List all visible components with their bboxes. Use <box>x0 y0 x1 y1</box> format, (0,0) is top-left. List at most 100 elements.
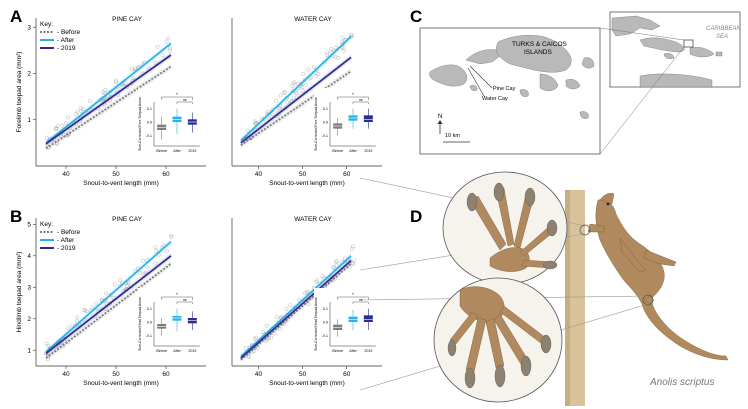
x-axis-label: Snout-to-vent length (mm) <box>269 180 345 187</box>
x-tick-label: 60 <box>343 371 351 378</box>
data-point <box>103 291 108 296</box>
data-point <box>336 55 341 60</box>
data-point <box>142 271 147 276</box>
inset-x-tick-label: Before <box>156 349 167 353</box>
data-point <box>101 299 106 303</box>
panel-letter-c: C <box>410 7 422 26</box>
data-point <box>44 341 49 346</box>
data-point <box>284 307 289 312</box>
data-point <box>291 81 296 86</box>
hindfoot-closeup <box>433 277 563 403</box>
sig-ns: ns <box>183 98 187 102</box>
series-line-0 <box>45 65 172 150</box>
data-point <box>300 88 305 93</box>
data-point <box>302 291 307 296</box>
map-title-line2: ISLANDS <box>524 49 552 56</box>
inset-x-tick-label: Before <box>332 149 343 153</box>
y-tick-label: 5 <box>27 221 31 228</box>
inset-y-tick-label: -0.1 <box>321 334 328 338</box>
legend-a: Key: - Before- After- 2019 <box>40 21 81 52</box>
series-line-2 <box>240 259 352 359</box>
chart-title: PINE CAY <box>112 16 143 23</box>
data-point <box>75 319 80 324</box>
data-point <box>316 72 321 77</box>
north-arrow: N <box>437 114 443 134</box>
x-tick-label: 60 <box>162 171 170 178</box>
x-tick-label: 40 <box>62 171 70 178</box>
data-point <box>248 136 253 141</box>
sig-bracket-inner <box>176 301 193 304</box>
data-point <box>308 75 313 80</box>
data-point <box>342 256 347 261</box>
inset-x-tick-label: 2019 <box>364 349 372 353</box>
water-cay-pointer <box>467 67 485 97</box>
data-point <box>115 88 120 93</box>
x-axis-label: Snout-to-vent length (mm) <box>269 380 345 387</box>
data-point <box>82 308 87 313</box>
data-point <box>165 248 169 253</box>
data-point <box>84 309 89 314</box>
inset-x-tick-label: Before <box>156 149 167 153</box>
data-point <box>102 90 107 95</box>
data-point <box>73 112 78 117</box>
confidence-band-0 <box>240 260 352 363</box>
y-tick-label: 2 <box>27 316 31 323</box>
scale-label: 10 km <box>445 133 460 139</box>
inset-box <box>172 316 182 321</box>
data-point <box>129 66 134 71</box>
inset-x-tick-label: After <box>173 349 181 353</box>
data-point <box>82 308 87 313</box>
inset-x-tick-label: 2019 <box>364 149 372 153</box>
panel-letter-a: A <box>10 7 22 26</box>
data-point <box>311 64 316 69</box>
pine-cay-pointer <box>469 65 493 89</box>
legend-label: - After <box>57 237 75 244</box>
data-point <box>145 265 150 270</box>
data-point <box>168 234 173 238</box>
data-point <box>90 305 95 310</box>
data-point <box>75 110 79 115</box>
x-tick-label: 50 <box>112 371 120 378</box>
y-tick-label: 3 <box>27 284 31 291</box>
inset-y-tick-label: 0.1 <box>147 107 152 111</box>
map-panel: TURKS & CAICOS ISLANDS Pine Cay Water Ca… <box>419 11 741 155</box>
series-line-2 <box>45 54 172 145</box>
x-tick-label: 40 <box>255 371 263 378</box>
inset-y-tick-label: 0.1 <box>323 107 328 111</box>
sig-bracket-outer <box>161 96 193 100</box>
sig-bracket-inner <box>176 101 193 104</box>
series-line-2 <box>45 255 172 355</box>
data-point <box>305 289 310 294</box>
data-point <box>118 278 123 282</box>
data-point <box>60 123 65 128</box>
x-tick-label: 50 <box>112 171 120 178</box>
legend-label: - After <box>57 37 75 44</box>
data-point <box>141 258 145 263</box>
x-tick-label: 40 <box>255 171 263 178</box>
sig-bracket-outer <box>161 296 193 300</box>
forefoot-closeup <box>442 171 568 285</box>
data-point <box>304 290 309 295</box>
series-line-0 <box>45 262 172 359</box>
data-point <box>282 90 287 95</box>
inset-y-tick-label: 0.1 <box>147 307 152 311</box>
inset-y-tick-label: 0.0 <box>147 321 152 325</box>
data-point <box>325 50 330 55</box>
data-point <box>288 303 293 308</box>
sig-bracket-outer <box>337 296 369 300</box>
data-point <box>282 91 287 95</box>
data-point <box>334 263 339 268</box>
y-tick-label: 1 <box>27 347 31 354</box>
sea-label-line2: SEA <box>716 34 728 40</box>
inset-y-label: Size-Corrected Fore Toepad Areas <box>138 97 142 151</box>
data-point <box>131 76 136 81</box>
data-point <box>55 123 60 128</box>
data-point <box>334 55 338 60</box>
inset-x-tick-label: After <box>349 149 357 153</box>
data-point <box>340 46 345 51</box>
data-point <box>143 270 148 275</box>
data-point <box>153 261 158 266</box>
data-point <box>98 97 103 102</box>
data-point <box>335 259 340 264</box>
